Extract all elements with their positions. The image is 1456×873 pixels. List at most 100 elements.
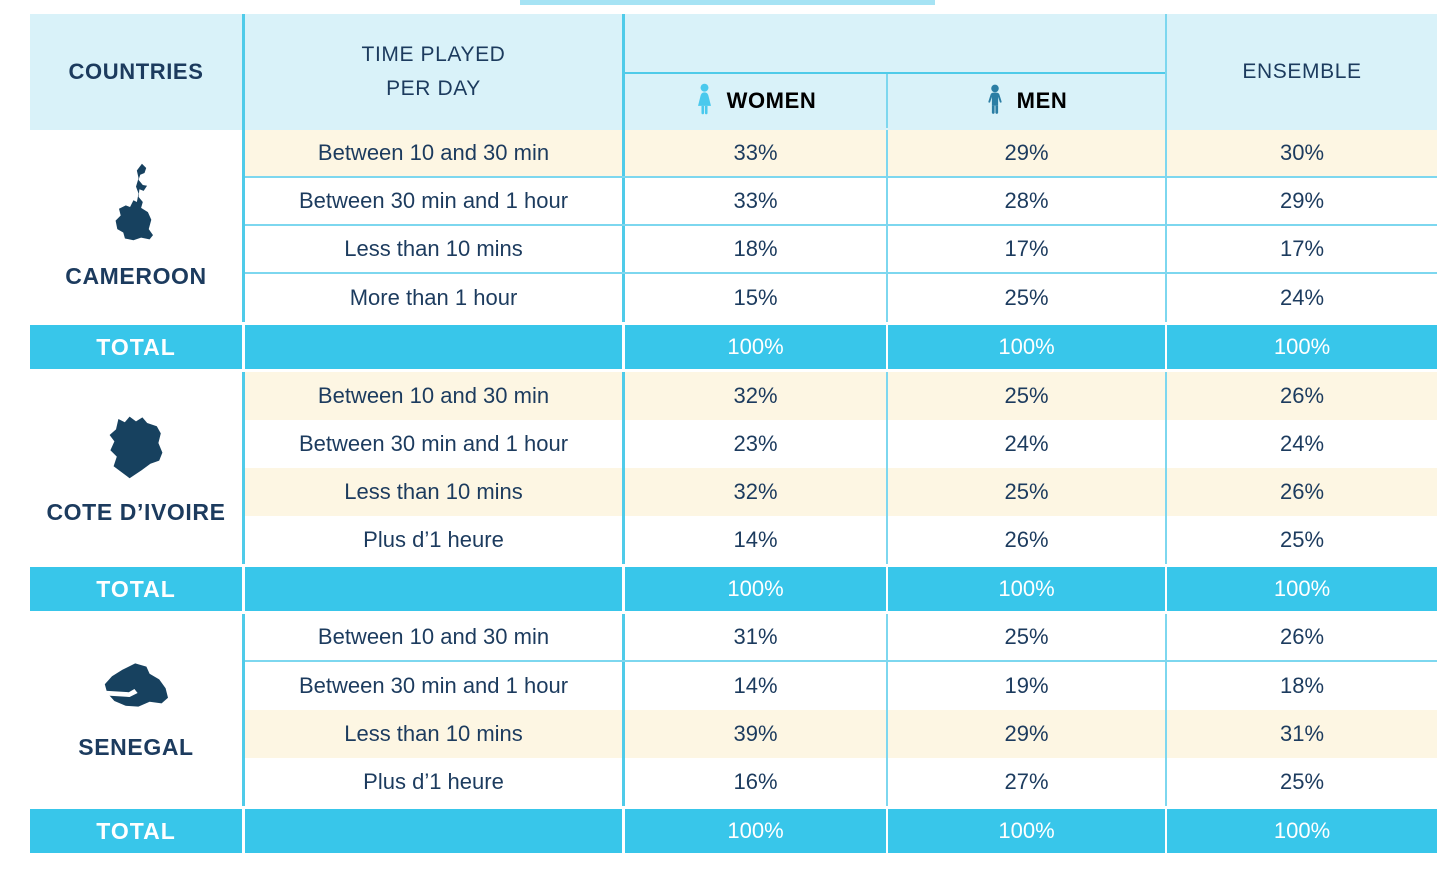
- women-value: 14%: [625, 516, 888, 564]
- women-value: 18%: [625, 226, 888, 272]
- table-row: Between 30 min and 1 hour 14% 19% 18%: [245, 662, 1437, 710]
- cote-divoire-rows: Between 10 and 30 min 32% 25% 26% Betwee…: [245, 372, 1437, 564]
- men-value: 19%: [888, 662, 1167, 710]
- total-label: TOTAL: [30, 567, 245, 611]
- women-label: WOMEN: [726, 88, 817, 113]
- women-value: 23%: [625, 420, 888, 468]
- ensemble-value: 24%: [1167, 274, 1437, 322]
- senegal-total-row: TOTAL 100% 100% 100%: [30, 806, 1437, 856]
- cameroon-total-row: TOTAL 100% 100% 100%: [30, 322, 1437, 372]
- women-value: 15%: [625, 274, 888, 322]
- statistics-table: COUNTRIES TIME PLAYED PER DAY: [30, 14, 1437, 856]
- total-label: TOTAL: [30, 325, 245, 369]
- header-time-played-per-day: TIME PLAYED PER DAY: [245, 14, 625, 130]
- women-value: 33%: [625, 178, 888, 224]
- men-value: 26%: [888, 516, 1167, 564]
- row-label: Less than 10 mins: [245, 226, 625, 272]
- man-pictogram-icon: [988, 84, 1002, 114]
- cote-divoire-map-icon: [109, 416, 163, 478]
- women-value: 32%: [625, 468, 888, 516]
- ensemble-value: 31%: [1167, 710, 1437, 758]
- women-value: 14%: [625, 662, 888, 710]
- section-cameroon: CAMEROON Between 10 and 30 min 33% 29% 3…: [30, 130, 1437, 322]
- table-row: Plus d’1 heure 14% 26% 25%: [245, 516, 1437, 564]
- men-value: 25%: [888, 614, 1167, 660]
- table-header-row: COUNTRIES TIME PLAYED PER DAY: [30, 14, 1437, 130]
- header-countries: COUNTRIES: [30, 14, 245, 130]
- row-label: Between 10 and 30 min: [245, 130, 625, 176]
- total-women: 100%: [625, 567, 888, 611]
- country-name: COTE D’IVOIRE: [46, 498, 226, 525]
- table-row: Less than 10 mins 18% 17% 17%: [245, 226, 1437, 274]
- total-men: 100%: [888, 567, 1167, 611]
- total-women: 100%: [625, 325, 888, 369]
- section-senegal: SENEGAL Between 10 and 30 min 31% 25% 26…: [30, 614, 1437, 806]
- men-value: 25%: [888, 372, 1167, 420]
- row-label: Between 30 min and 1 hour: [245, 662, 625, 710]
- table-row: Between 30 min and 1 hour 23% 24% 24%: [245, 420, 1437, 468]
- women-value: 31%: [625, 614, 888, 660]
- men-value: 24%: [888, 420, 1167, 468]
- total-label: TOTAL: [30, 809, 245, 853]
- ensemble-value: 29%: [1167, 178, 1437, 224]
- row-label: Between 30 min and 1 hour: [245, 178, 625, 224]
- country-name: CAMEROON: [65, 263, 207, 289]
- senegal-rows: Between 10 and 30 min 31% 25% 26% Betwee…: [245, 614, 1437, 806]
- cameroon-rows: Between 10 and 30 min 33% 29% 30% Betwee…: [245, 130, 1437, 322]
- header-women: WOMEN: [625, 74, 888, 128]
- table-row: Plus d’1 heure 16% 27% 25%: [245, 758, 1437, 806]
- countries-label: COUNTRIES: [68, 59, 204, 84]
- time-played-line1: TIME PLAYED: [361, 43, 506, 66]
- gender-header-group: WOMEN MEN: [625, 14, 1167, 130]
- cropped-top-line: [520, 0, 935, 5]
- women-value: 32%: [625, 372, 888, 420]
- row-label: Less than 10 mins: [245, 710, 625, 758]
- men-value: 29%: [888, 130, 1167, 176]
- men-value: 28%: [888, 178, 1167, 224]
- total-ensemble: 100%: [1273, 576, 1331, 601]
- row-label: Between 10 and 30 min: [245, 614, 625, 660]
- women-value: 16%: [625, 758, 888, 806]
- table-row: Between 10 and 30 min 32% 25% 26%: [245, 372, 1437, 420]
- table-row: Less than 10 mins 39% 29% 31%: [245, 710, 1437, 758]
- cameroon-country-cell: CAMEROON: [30, 130, 245, 322]
- woman-pictogram-icon: [697, 83, 711, 114]
- men-value: 27%: [888, 758, 1167, 806]
- row-label: Plus d’1 heure: [245, 758, 625, 806]
- table-row: Between 10 and 30 min 31% 25% 26%: [245, 614, 1437, 662]
- cameroon-map-icon: [115, 163, 153, 241]
- total-men: 100%: [888, 809, 1167, 853]
- gender-group-labels: WOMEN MEN: [625, 74, 1165, 128]
- cote-divoire-total-row: TOTAL 100% 100% 100%: [30, 564, 1437, 614]
- total-men: 100%: [888, 325, 1167, 369]
- men-value: 17%: [888, 226, 1167, 272]
- senegal-map-icon: [103, 662, 168, 707]
- table-row: Between 10 and 30 min 33% 29% 30%: [245, 130, 1437, 178]
- total-empty-cell: [245, 567, 625, 611]
- table-row: More than 1 hour 15% 25% 24%: [245, 274, 1437, 322]
- cote-divoire-country-cell: COTE D’IVOIRE: [30, 372, 245, 564]
- table-row: Between 30 min and 1 hour 33% 28% 29%: [245, 178, 1437, 226]
- row-label: Between 10 and 30 min: [245, 372, 625, 420]
- gender-group-empty-band: [625, 14, 1165, 74]
- time-played-line2: PER DAY: [386, 77, 481, 100]
- header-ensemble: ENSEMBLE: [1167, 14, 1437, 130]
- row-label: Less than 10 mins: [245, 468, 625, 516]
- ensemble-value: 18%: [1167, 662, 1437, 710]
- senegal-country-cell: SENEGAL: [30, 614, 245, 806]
- women-value: 39%: [625, 710, 888, 758]
- table-row: Less than 10 mins 32% 25% 26%: [245, 468, 1437, 516]
- ensemble-value: 26%: [1167, 614, 1437, 660]
- ensemble-label: ENSEMBLE: [1242, 60, 1362, 83]
- total-ensemble: 100%: [1273, 818, 1331, 843]
- ensemble-value: 25%: [1167, 516, 1437, 564]
- ensemble-value: 17%: [1167, 226, 1437, 272]
- total-ensemble: 100%: [1273, 334, 1331, 359]
- section-cote-divoire: COTE D’IVOIRE Between 10 and 30 min 32% …: [30, 372, 1437, 564]
- ensemble-value: 24%: [1167, 420, 1437, 468]
- row-label: More than 1 hour: [245, 274, 625, 322]
- men-value: 25%: [888, 468, 1167, 516]
- ensemble-value: 26%: [1167, 468, 1437, 516]
- total-empty-cell: [245, 809, 625, 853]
